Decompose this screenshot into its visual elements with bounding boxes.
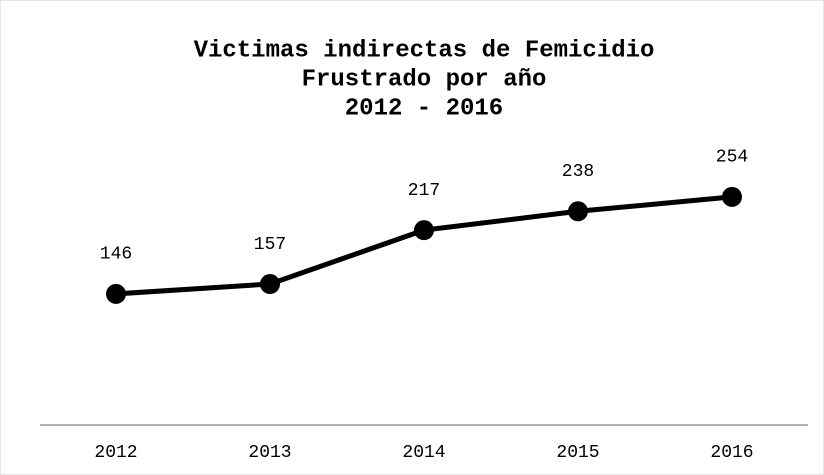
data-label: 254 — [716, 148, 748, 168]
data-point — [568, 201, 588, 222]
data-label: 238 — [562, 162, 594, 182]
x-tick-label: 2015 — [556, 443, 599, 463]
data-label: 217 — [408, 181, 440, 201]
x-tick-label: 2016 — [710, 443, 753, 463]
data-label: 157 — [254, 235, 286, 255]
x-tick-label: 2012 — [94, 443, 137, 463]
data-point — [106, 283, 126, 304]
chart-title: 2012 - 2016 — [345, 95, 503, 122]
data-point — [260, 274, 280, 295]
data-point — [722, 186, 742, 207]
x-tick-label: 2013 — [248, 443, 291, 463]
chart-title: Frustrado por año — [302, 66, 547, 93]
data-point — [414, 220, 434, 241]
chart-title: Victimas indirectas de Femicidio — [194, 37, 655, 64]
x-tick-label: 2014 — [402, 443, 445, 463]
data-label: 146 — [100, 245, 132, 265]
